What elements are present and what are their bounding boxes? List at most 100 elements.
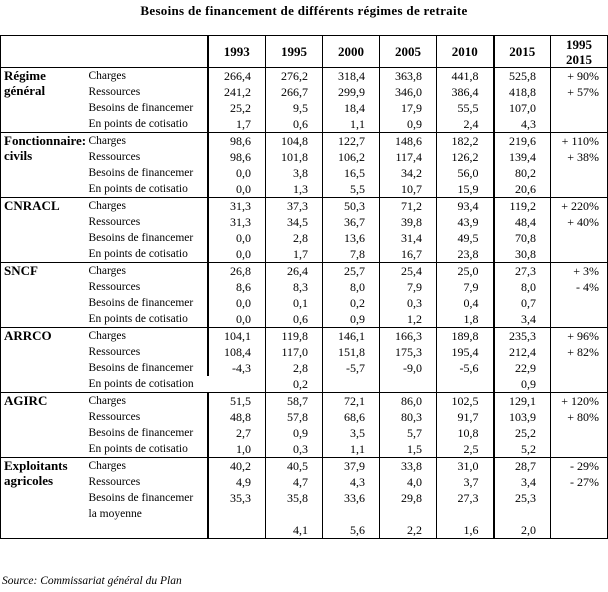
value-cell: 48,8	[206, 409, 266, 425]
row-label: Ressources	[88, 410, 141, 423]
value-cell: 2,5	[436, 441, 494, 458]
row-label: Charges	[86, 197, 208, 214]
value-cell: 148,6	[379, 132, 437, 149]
change-cell	[550, 490, 608, 506]
value-cell: 34,5	[265, 214, 323, 230]
row-label: Charges	[86, 67, 208, 84]
value-cell: 37,9	[322, 457, 380, 474]
value-cell: 39,8	[379, 214, 437, 230]
value-cell: 35,8	[265, 490, 323, 506]
row-label: Besoins de financemer	[88, 166, 194, 179]
value-cell: 266,4	[206, 67, 266, 84]
value-cell: 117,0	[265, 344, 323, 360]
value-cell: 0,9	[322, 311, 380, 328]
value-cell: 26,4	[265, 262, 323, 279]
value-cell: 25,4	[379, 262, 437, 279]
value-cell: 13,6	[322, 230, 380, 246]
value-cell: 189,8	[436, 327, 494, 344]
table-row: Régime général Charges 266,4 276,2 318,4 363,8…	[0, 67, 608, 133]
table-row: Besoins de financemer -4,3 2,8 -5,7 -9,0 -5,6…	[1, 360, 608, 376]
value-cell: -4,3	[206, 360, 266, 376]
value-cell: 1,1	[322, 441, 380, 458]
value-cell: 3,7	[436, 474, 494, 490]
value-cell: 23,8	[436, 246, 494, 263]
value-cell: 50,3	[322, 197, 380, 214]
value-cell: 2,7	[206, 425, 266, 441]
value-cell: 5,5	[322, 181, 380, 198]
value-cell	[322, 376, 380, 393]
table-row: Besoins de financemer 0,0 2,8 13,6 31,4 49,5 7…	[1, 230, 608, 246]
value-cell	[436, 376, 494, 393]
value-cell: 31,0	[436, 457, 494, 474]
value-cell: 2,0	[492, 506, 551, 539]
row-label: Ressources	[88, 150, 141, 163]
value-cell: 27,3	[436, 490, 494, 506]
value-cell: 80,2	[492, 165, 551, 181]
value-cell: 1,0	[206, 441, 266, 458]
value-cell: 70,8	[492, 230, 551, 246]
change-cell	[550, 376, 608, 393]
table-row: En points de cotisatio 0,0 1,7 7,8 16,7 23,8 3…	[1, 246, 608, 263]
value-cell: 10,7	[379, 181, 437, 198]
row-label: Ressources	[88, 215, 141, 228]
value-cell: 9,5	[265, 100, 323, 116]
value-cell: 5,6	[322, 506, 380, 539]
value-cell: 20,6	[492, 181, 551, 198]
value-cell: 318,4	[322, 67, 380, 84]
value-cell: 27,3	[492, 262, 551, 279]
value-cell: 212,4	[492, 344, 551, 360]
header-blank	[0, 35, 209, 68]
change-from: 1995	[566, 36, 592, 52]
change-cell: + 220%	[550, 197, 608, 214]
change-cell: - 27%	[550, 474, 608, 490]
row-label: Charges	[86, 262, 208, 279]
value-cell: 33,6	[322, 490, 380, 506]
table-row: En points de cotisatio 0,0 0,6 0,9 1,2 1,8 3,4	[1, 311, 608, 328]
row-label: Besoins de financemer	[88, 101, 194, 114]
row-label: Charges	[86, 132, 208, 149]
value-cell: 103,9	[492, 409, 551, 425]
header-year: 1993	[207, 35, 266, 68]
value-cell: 98,6	[206, 149, 266, 165]
value-cell: 175,3	[379, 344, 437, 360]
value-cell: 0,0	[206, 246, 266, 263]
value-cell: 1,7	[206, 116, 266, 133]
group-name: CNRACL	[0, 197, 87, 263]
change-cell	[550, 295, 608, 311]
row-label: Besoins de financemer	[88, 231, 194, 244]
value-cell: 0,3	[265, 441, 323, 458]
value-cell: 0,9	[265, 425, 323, 441]
value-cell: 30,8	[492, 246, 551, 263]
change-cell: + 120%	[550, 392, 608, 409]
table-row: Ressources 31,3 34,5 36,7 39,8 43,9 48,4 + 40%	[1, 214, 608, 230]
group-name-line: CNRACL	[4, 198, 60, 214]
value-cell: 28,7	[492, 457, 551, 474]
header-year: 2000	[322, 35, 380, 68]
row-label: la moyenne	[88, 508, 142, 520]
row-label: Charges	[86, 457, 208, 474]
group-name: SNCF	[0, 262, 87, 328]
value-cell: 182,2	[436, 132, 494, 149]
row-label: Besoins de financemer	[88, 361, 194, 374]
value-cell: 93,4	[436, 197, 494, 214]
value-cell: 31,3	[206, 197, 266, 214]
value-cell: 86,0	[379, 392, 437, 409]
value-cell: 2,4	[436, 116, 494, 133]
row-label: En points de cotisatio	[88, 442, 188, 455]
row-label: Charges	[86, 327, 208, 344]
value-cell: 1,8	[436, 311, 494, 328]
value-cell: 4,7	[265, 474, 323, 490]
row-label: En points de cotisatio	[88, 182, 188, 195]
value-cell: 2,8	[265, 230, 323, 246]
value-cell: 3,5	[322, 425, 380, 441]
value-cell: 16,5	[322, 165, 380, 181]
value-cell: 299,9	[322, 84, 380, 100]
value-cell: 0,7	[492, 295, 551, 311]
value-cell: 33,8	[379, 457, 437, 474]
value-cell: 35,3	[206, 490, 266, 506]
group-name-line: AGIRC	[4, 393, 48, 409]
row-label: Besoins de financemer	[88, 426, 194, 439]
value-cell: 8,0	[492, 279, 551, 295]
value-cell: 36,7	[322, 214, 380, 230]
value-cell: 525,8	[492, 67, 551, 84]
